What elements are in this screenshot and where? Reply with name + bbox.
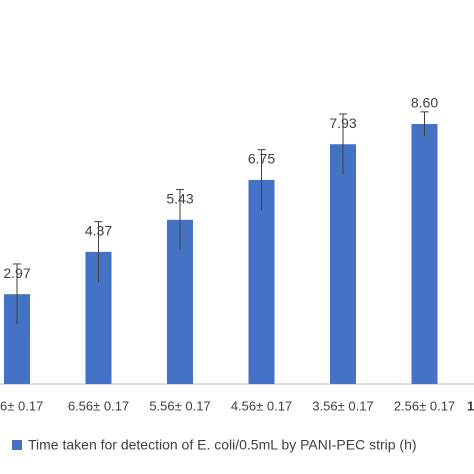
x-tick-label: 2.56± 0.17 [394, 398, 455, 413]
bar [248, 179, 275, 384]
x-tick-label: 4.56± 0.17 [231, 398, 292, 413]
x-tick-label: 1 [467, 398, 474, 413]
x-tick-label: 5.56± 0.17 [149, 398, 210, 413]
bar [411, 123, 438, 384]
x-tick-label: 6.56± 0.17 [68, 398, 129, 413]
data-label: 7.93 [329, 115, 356, 131]
data-label: 4.37 [85, 223, 112, 239]
data-label: 8.60 [411, 95, 438, 111]
x-tick-label: 6± 0.17 [0, 398, 43, 413]
x-tick-label: 3.56± 0.17 [312, 398, 373, 413]
bar [330, 144, 356, 384]
legend-label: Time taken for detection of E. coli/0.5m… [28, 437, 417, 453]
data-label: 2.97 [3, 265, 30, 281]
legend-swatch [12, 440, 22, 450]
data-label: 6.75 [248, 151, 275, 167]
data-label: 5.43 [166, 191, 193, 207]
